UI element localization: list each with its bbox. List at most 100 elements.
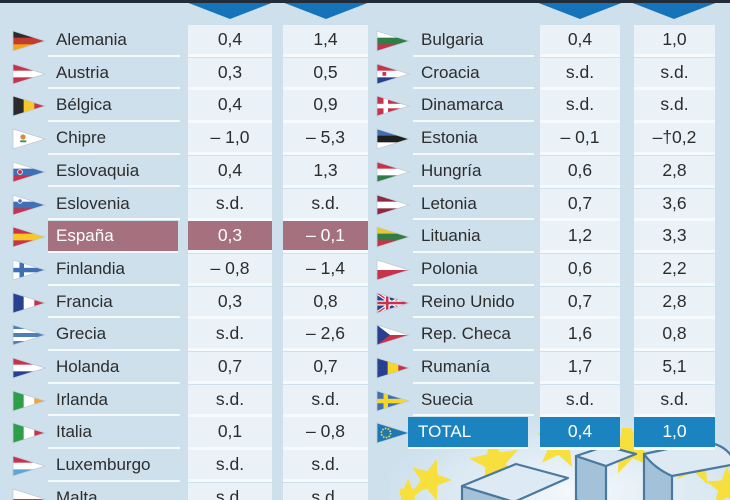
country-name: TOTAL [408,417,528,450]
ie-flag-icon [12,390,46,412]
value-col2: – 0,1 [283,221,368,254]
country-name: Estonia [413,123,534,155]
value-col2: 1,0 [634,25,715,58]
country-name: Francia [48,287,180,319]
value-col2: 1,4 [283,25,368,58]
it-flag-icon [12,422,46,444]
cy-flag-icon [12,128,46,150]
dk-flag-icon [376,95,410,117]
value-col2: 3,3 [634,221,715,254]
value-col2: – 2,6 [283,319,368,352]
value-col1: – 0,8 [188,253,272,287]
table-row: Polonia 0,6 2,2 [364,253,730,287]
value-col2: – 1,4 [283,253,368,287]
eu-flag-icon [376,422,410,444]
table-row: Eslovenia s.d. s.d. [0,188,368,222]
value-col1: 0,3 [188,221,272,254]
country-name: Reino Unido [413,287,534,319]
table-row: Estonia – 0,1 –†0,2 [364,123,730,156]
value-col1: 0,1 [188,417,272,450]
value-col1: 0,6 [540,253,620,287]
table-row: Bélgica 0,4 0,9 [0,90,368,123]
cz-flag-icon [376,324,410,346]
value-col2: 5,1 [634,352,715,385]
country-name: Rep. Checa [413,319,534,351]
table-right: Bulgaria 0,4 1,0 Croacia s.d. s.d. Dinam… [364,0,730,500]
table-row: TOTAL 0,4 1,0 [364,417,730,450]
value-col1: s.d. [188,482,272,500]
country-name: Chipre [48,123,180,155]
table-row: España 0,3 – 0,1 [0,221,368,254]
value-col2: 0,9 [283,90,368,123]
country-name: Malta [48,483,180,500]
table-row: Letonia 0,7 3,6 [364,188,730,222]
value-col2: 0,8 [634,319,715,352]
country-name: Finlandia [48,254,180,286]
ee-flag-icon [376,128,410,150]
value-col1: s.d. [188,319,272,352]
de-flag-icon [12,30,46,52]
value-col2: 2,2 [634,253,715,287]
table-row: Lituania 1,2 3,3 [364,221,730,254]
table-row: Croacia s.d. s.d. [364,57,730,91]
table-row: Eslovaquia 0,4 1,3 [0,155,368,189]
country-name: Bulgaria [413,25,534,57]
table-left: Alemania 0,4 1,4 Austria 0,3 0,5 Bélgica… [0,0,368,500]
value-col1: s.d. [540,90,620,123]
country-name: Croacia [413,58,534,90]
country-name: Eslovenia [48,189,180,221]
table-row: Holanda 0,7 0,7 [0,352,368,385]
value-col1: 0,4 [540,25,620,58]
table-row: Luxemburgo s.d. s.d. [0,450,368,483]
value-col1: 0,3 [188,286,272,319]
table-row: Irlanda s.d. s.d. [0,384,368,418]
value-col1: 1,6 [540,319,620,352]
country-name: Suecia [413,385,534,417]
table-row: Dinamarca s.d. s.d. [364,90,730,123]
country-name: Dinamarca [413,90,534,123]
value-col1: 0,4 [188,155,272,188]
hu-flag-icon [376,161,410,183]
mt-flag-icon [12,488,46,500]
value-col1: 1,7 [540,352,620,385]
country-name: España [48,221,178,253]
be-flag-icon [12,95,46,117]
country-name: Lituania [413,221,534,253]
value-col1: 0,7 [540,188,620,221]
country-name: Holanda [48,352,180,384]
pl-flag-icon [376,259,410,281]
value-col1: s.d. [540,57,620,90]
value-col2: s.d. [634,90,715,123]
table-row: Rep. Checa 1,6 0,8 [364,319,730,352]
si-flag-icon [12,193,46,216]
nl-flag-icon [12,357,46,379]
value-col1: 1,2 [540,221,620,254]
table-row: Austria 0,3 0,5 [0,57,368,91]
value-col1: s.d. [188,384,272,417]
table-row: Italia 0,1 – 0,8 [0,417,368,450]
at-flag-icon [12,63,46,85]
value-col1: 0,4 [540,417,620,450]
table-row: Suecia s.d. s.d. [364,384,730,418]
value-col2: 1,3 [283,155,368,188]
value-col1: 0,7 [540,286,620,319]
top-border [0,0,730,3]
bg-flag-icon [376,30,410,52]
table-row: Finlandia – 0,8 – 1,4 [0,253,368,287]
table-row: Rumanía 1,7 5,1 [364,352,730,385]
value-col2: s.d. [634,57,715,90]
value-col1: 0,4 [188,25,272,58]
table-row: Grecia s.d. – 2,6 [0,319,368,352]
ro-flag-icon [376,357,410,379]
country-name: Hungría [413,156,534,188]
value-col1: 0,4 [188,90,272,123]
table-row: Malta s.d. s.d. [0,482,368,500]
table-row: Bulgaria 0,4 1,0 [364,25,730,58]
value-col2: 1,0 [634,417,715,450]
table-row: Chipre – 1,0 – 5,3 [0,123,368,156]
value-col1: – 1,0 [188,123,272,156]
table-row: Alemania 0,4 1,4 [0,25,368,58]
table-row: Francia 0,3 0,8 [0,286,368,320]
value-col1: s.d. [188,450,272,483]
